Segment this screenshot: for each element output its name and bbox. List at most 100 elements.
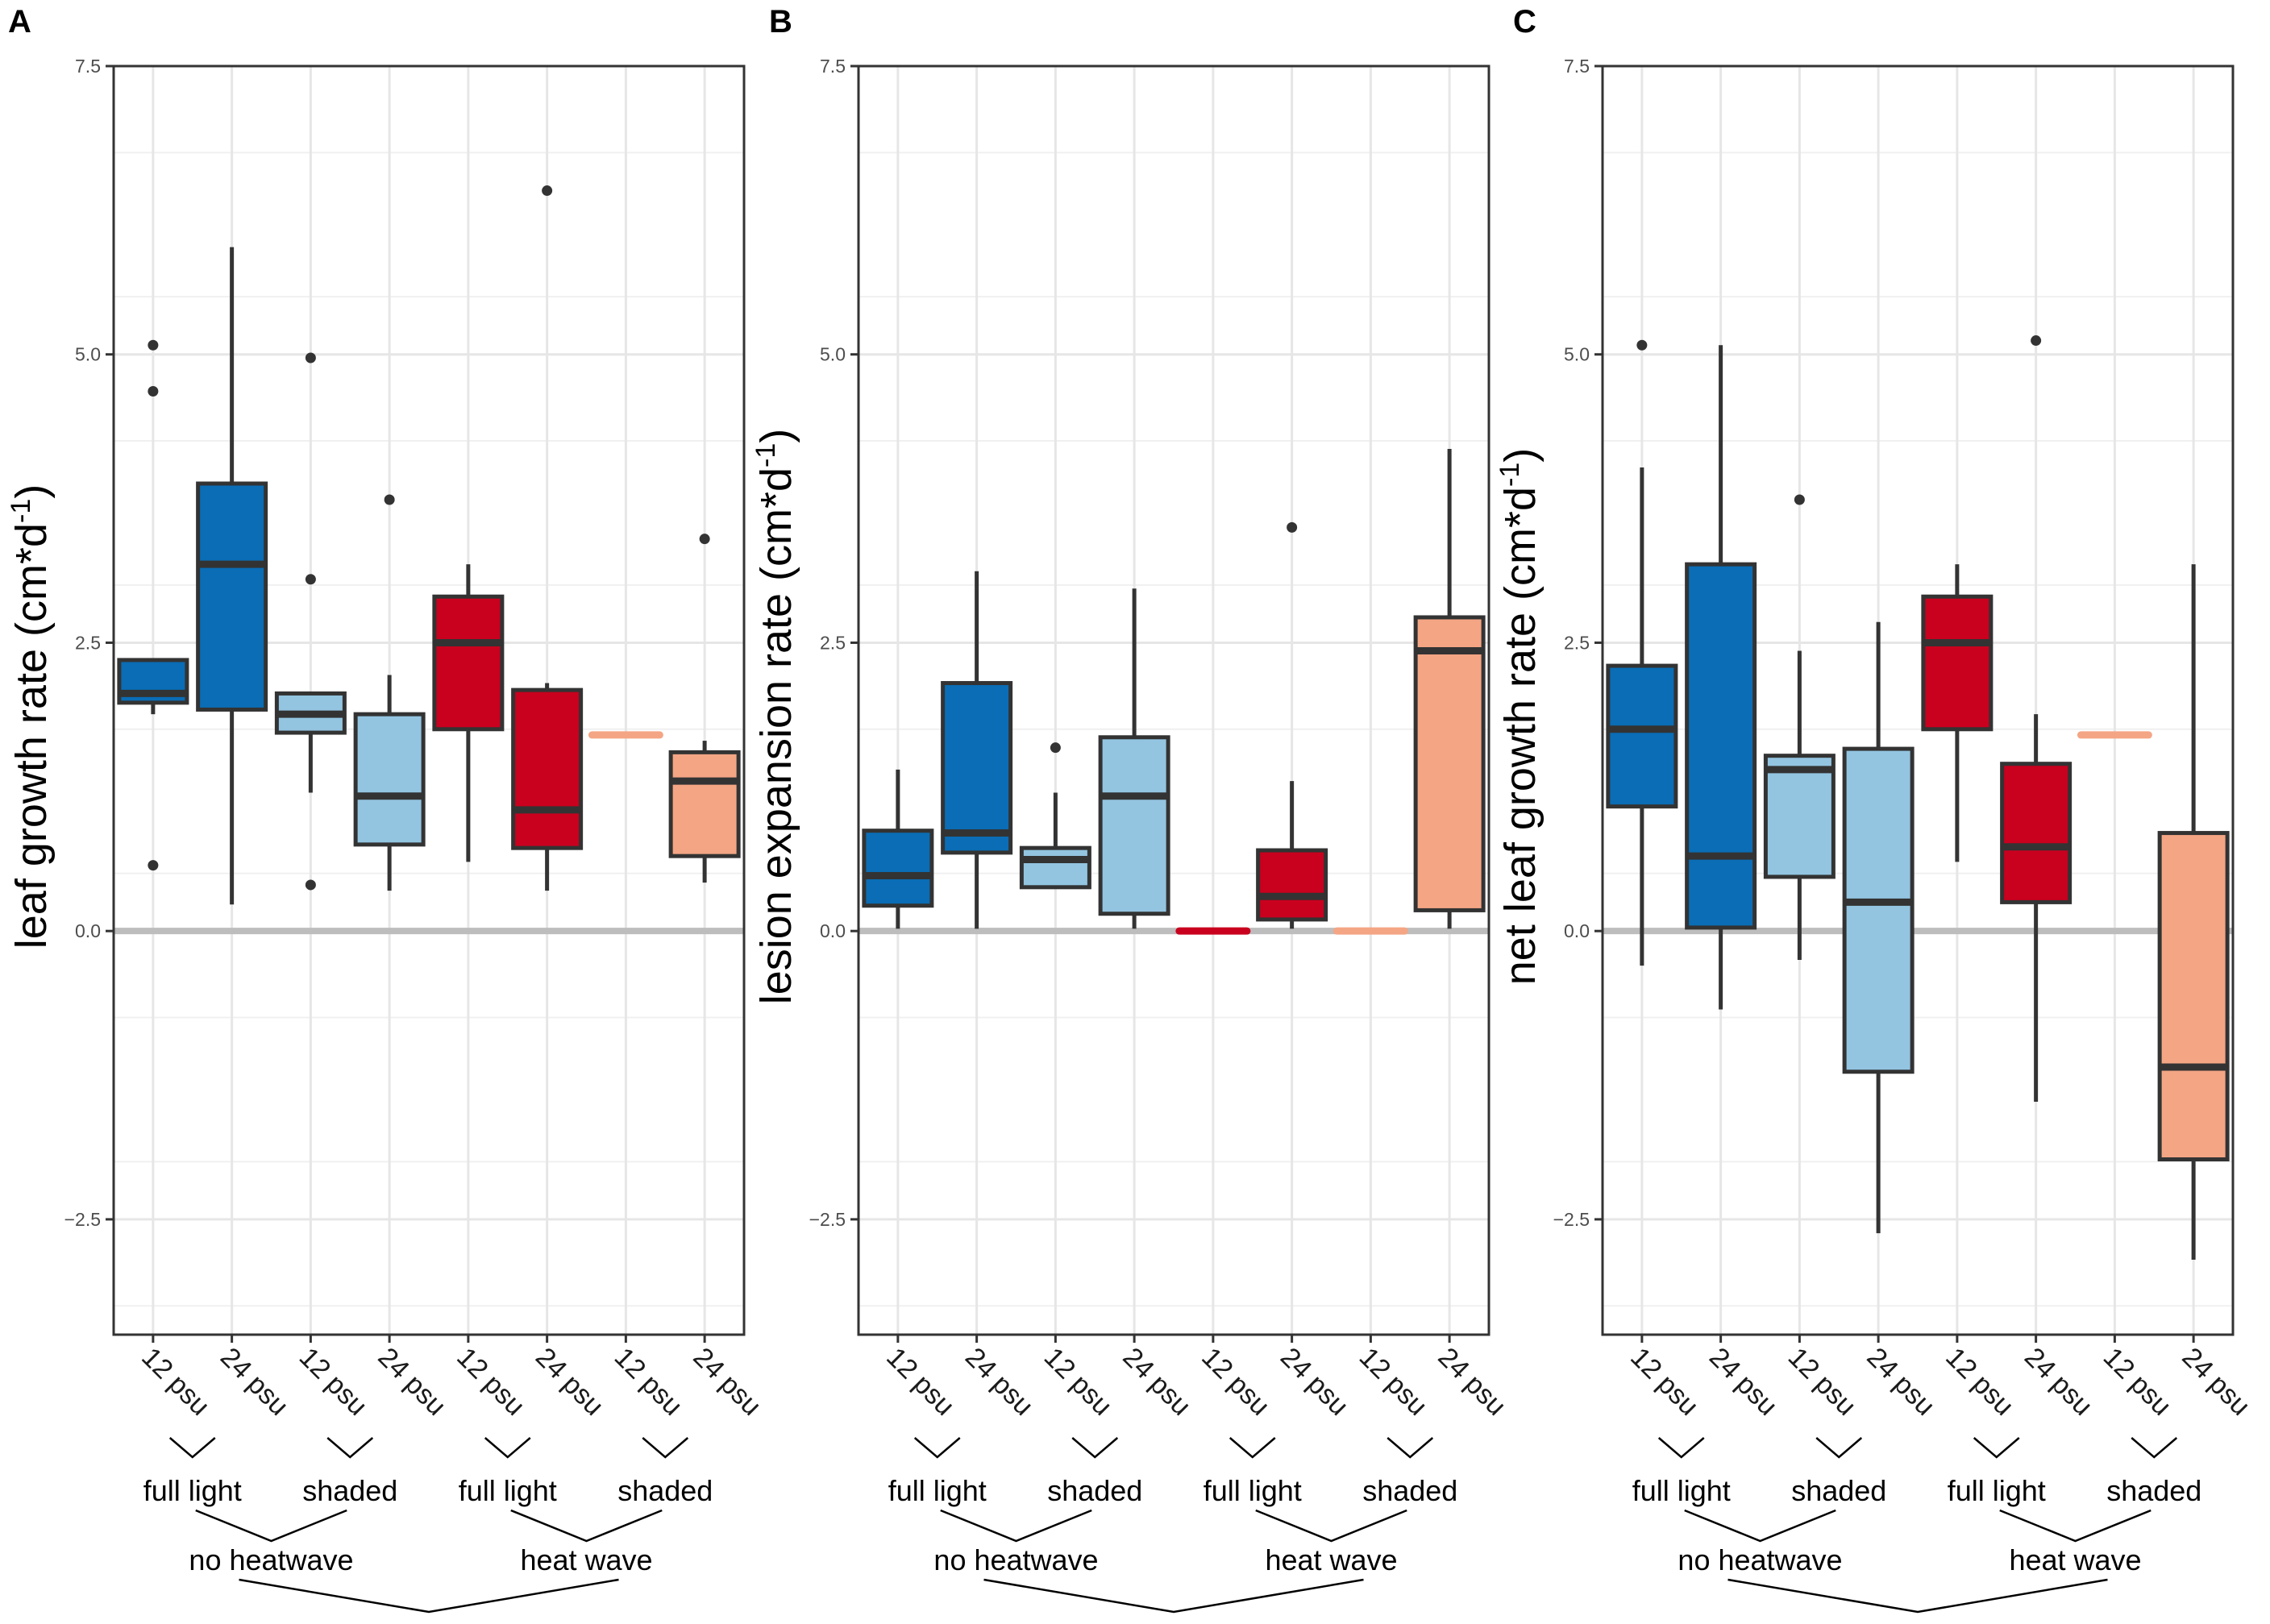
panel-letter: C	[1513, 4, 1536, 39]
box-body	[668, 750, 741, 858]
box-body	[196, 481, 268, 712]
y-axis-label: leaf growth rate (cm*d-1)	[6, 484, 56, 949]
outlier-point	[148, 339, 159, 351]
y-tick-label: 2.5	[75, 632, 101, 653]
panel-letter: A	[8, 4, 31, 39]
box-body	[1763, 754, 1836, 879]
box-6	[511, 185, 584, 891]
outlier-point	[542, 185, 553, 197]
x-tick-label: 24 psu	[1274, 1342, 1354, 1422]
box-6	[1256, 521, 1328, 929]
box-2	[1685, 345, 1757, 1010]
x-tick-label: 12 psu	[2097, 1342, 2177, 1422]
light-group-label: shaded	[1791, 1474, 1886, 1507]
light-group-label: shaded	[1047, 1474, 1142, 1507]
box-5	[1921, 564, 1994, 862]
light-bracket	[913, 1437, 961, 1459]
box-body	[1842, 746, 1915, 1074]
box-body	[941, 681, 1013, 855]
box-8	[1413, 449, 1486, 929]
x-tick-label: 24 psu	[1860, 1342, 1940, 1422]
y-axis-label-superscript: -1	[750, 443, 781, 467]
y-tick-label: 2.5	[820, 632, 846, 653]
y-axis-label-main: net leaf growth rate (cm*d	[1496, 487, 1545, 985]
x-tick-label: 12 psu	[880, 1342, 960, 1422]
box-body	[1019, 845, 1091, 890]
box-4	[353, 494, 426, 891]
heat-group-label: heat wave	[2009, 1543, 2141, 1576]
light-group-label: full light	[888, 1474, 987, 1507]
box-5	[432, 564, 505, 862]
light-group-label: full light	[1632, 1474, 1731, 1507]
light-bracket	[1973, 1437, 2020, 1459]
y-tick-label: −2.5	[809, 1209, 846, 1230]
y-tick-label: 0.0	[1564, 920, 1590, 941]
y-tick-label: 0.0	[75, 920, 101, 941]
outlier-point	[384, 494, 395, 505]
y-tick-label: 2.5	[1564, 632, 1590, 653]
y-tick-label: 0.0	[820, 920, 846, 941]
heat-bracket	[1999, 1509, 2152, 1543]
outlier-point	[148, 860, 159, 871]
x-tick-label: 24 psu	[372, 1342, 451, 1422]
y-tick-label: 7.5	[1564, 56, 1590, 77]
x-tick-label: 12 psu	[1038, 1342, 1118, 1422]
box-body	[1606, 663, 1678, 809]
y-tick-label: 5.0	[820, 344, 846, 365]
y-axis-label-suffix: )	[7, 484, 56, 499]
x-tick-label: 12 psu	[609, 1342, 688, 1422]
x-tick-label: 24 psu	[530, 1342, 609, 1422]
box-3	[1019, 742, 1091, 890]
x-tick-label: 12 psu	[135, 1342, 215, 1422]
panel-letter: B	[769, 4, 792, 39]
x-tick-label: 12 psu	[1782, 1342, 1862, 1422]
box-body	[1413, 615, 1486, 912]
light-bracket	[168, 1437, 216, 1459]
light-bracket	[484, 1437, 531, 1459]
light-group-label: shaded	[2106, 1474, 2201, 1507]
heat-bracket	[1255, 1509, 1407, 1543]
box-body	[1685, 562, 1757, 930]
y-axis-label: lesion expansion rate (cm*d-1)	[750, 429, 800, 1005]
heat-bracket	[940, 1509, 1092, 1543]
box-body	[432, 594, 505, 732]
light-group-label: shaded	[1362, 1474, 1457, 1507]
y-axis-label-superscript: -1	[1495, 463, 1525, 487]
x-tick-label: 24 psu	[2018, 1342, 2098, 1422]
light-group-label: shaded	[617, 1474, 713, 1507]
box-body	[2157, 831, 2230, 1162]
outlier-point	[1050, 742, 1061, 754]
y-axis-label-main: leaf growth rate (cm*d	[7, 523, 56, 949]
outlier-point	[699, 534, 710, 545]
outlier-point	[305, 352, 316, 363]
plot-border	[112, 64, 746, 1336]
y-tick-label: 5.0	[1564, 344, 1590, 365]
y-tick-label: 7.5	[820, 56, 846, 77]
heat-group-label: heat wave	[1265, 1543, 1397, 1576]
light-group-label: full light	[1948, 1474, 2046, 1507]
heat-bracket	[1684, 1509, 1836, 1543]
box-8	[2157, 564, 2230, 1260]
y-tick-label: 5.0	[75, 344, 101, 365]
x-tick-label: 24 psu	[1703, 1342, 1783, 1422]
light-group-label: shaded	[302, 1474, 397, 1507]
x-tick-label: 12 psu	[1624, 1342, 1704, 1422]
box-body	[862, 829, 934, 908]
box-8	[668, 534, 741, 883]
box-body	[2000, 762, 2073, 904]
box-3	[274, 352, 347, 891]
outlier-point	[1636, 339, 1648, 351]
x-tick-label: 12 psu	[1939, 1342, 2019, 1422]
overall-bracket	[983, 1578, 1364, 1614]
box-4	[1842, 621, 1915, 1234]
x-tick-label: 24 psu	[1432, 1342, 1511, 1422]
heat-bracket	[195, 1509, 347, 1543]
outlier-point	[1287, 521, 1298, 533]
y-axis-label-suffix: )	[752, 429, 800, 443]
outlier-point	[305, 574, 316, 585]
x-tick-label: 12 psu	[1195, 1342, 1275, 1422]
